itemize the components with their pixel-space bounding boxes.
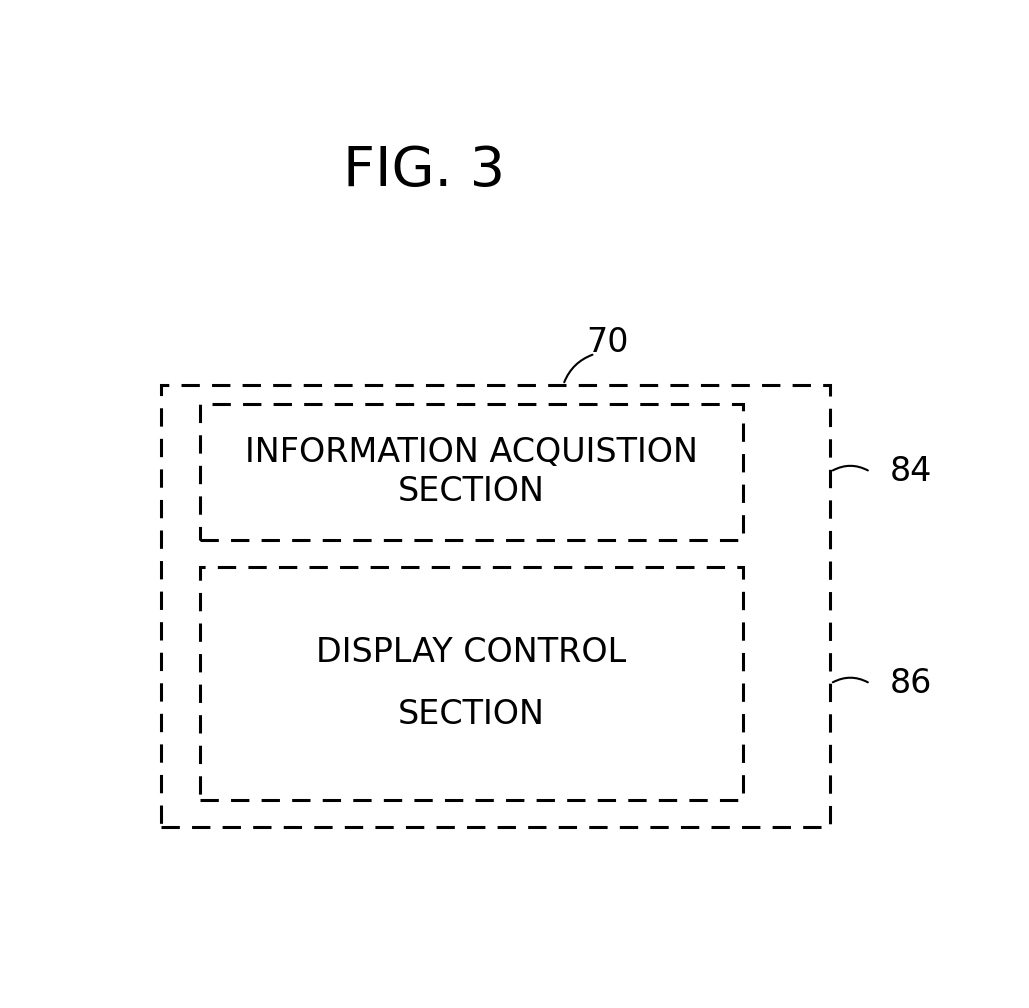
Text: 86: 86	[890, 667, 932, 701]
Text: 70: 70	[586, 326, 629, 359]
Text: 84: 84	[890, 456, 932, 488]
Text: SECTION: SECTION	[398, 699, 545, 731]
Text: FIG. 3: FIG. 3	[343, 144, 505, 199]
Text: DISPLAY CONTROL: DISPLAY CONTROL	[317, 636, 627, 669]
Bar	[201, 568, 743, 800]
Text: SECTION: SECTION	[398, 475, 545, 508]
Bar	[161, 385, 830, 828]
Bar	[201, 404, 743, 540]
Text: INFORMATION ACQUISTION: INFORMATION ACQUISTION	[245, 435, 698, 469]
